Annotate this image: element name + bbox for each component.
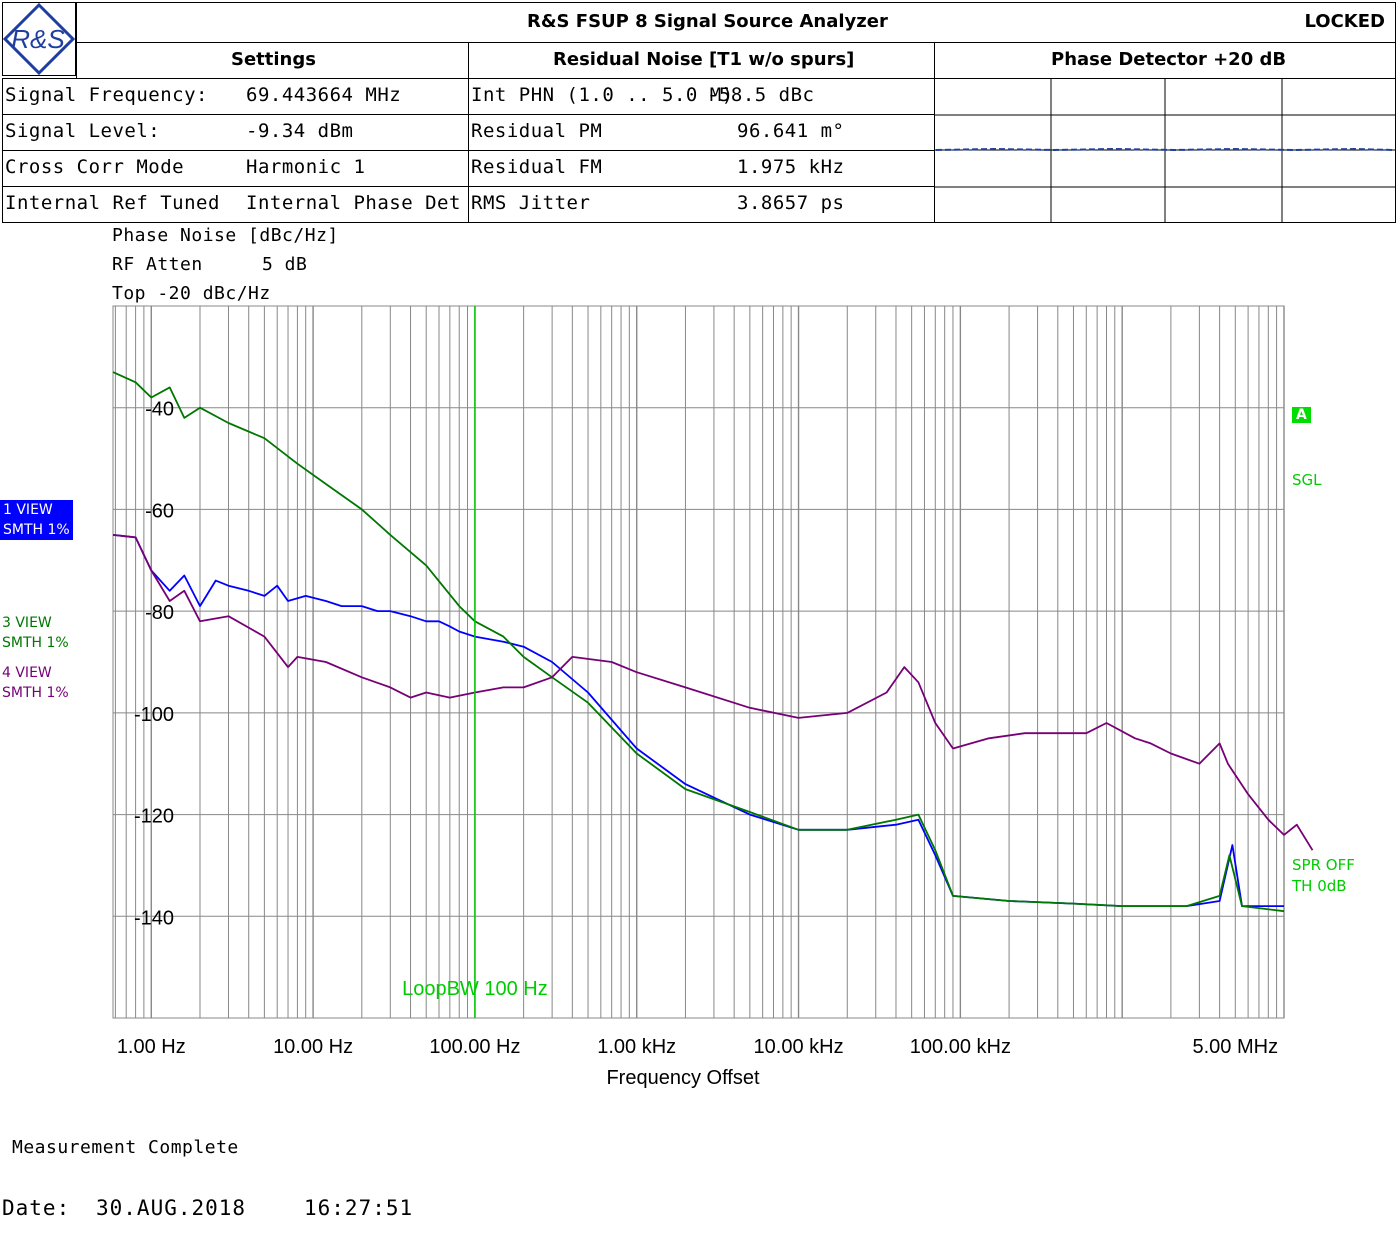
x-ticks: 1.00 Hz 10.00 Hz 100.00 Hz 1.00 kHz 10.00 kH… <box>117 1036 1278 1058</box>
series-line-4-view <box>112 534 1314 851</box>
residual-heading: Residual Noise [T1 w/o spurs] <box>553 49 855 70</box>
phase-detector-trace <box>935 147 1395 152</box>
y-tick-label: -40 <box>145 399 174 421</box>
residual-value: -58.5 dBc <box>707 84 815 106</box>
x-tick-label: 100.00 Hz <box>429 1036 520 1058</box>
trace-3-label[interactable]: 3 VIEW SMTH 1% <box>2 613 69 653</box>
rs-logo: R&S <box>2 2 76 76</box>
trace-3-name: 3 VIEW <box>2 615 52 631</box>
setting-label: Cross Corr Mode <box>5 156 185 178</box>
rf-atten-value: 5 dB <box>262 254 308 275</box>
x-tick-label: 1.00 kHz <box>597 1036 676 1058</box>
sgl-label: SGL <box>1292 471 1322 489</box>
grid <box>112 305 1285 1019</box>
series <box>112 371 1314 913</box>
settings-heading: Settings <box>231 49 316 70</box>
lock-status: LOCKED <box>1304 11 1385 32</box>
time-value: 16:27:51 <box>304 1196 414 1220</box>
y-tick-label: -60 <box>145 500 174 522</box>
setting-value: 69.443664 MHz <box>246 84 402 106</box>
y-ticks: -40 -60 -80 -100 -120 -140 <box>134 399 174 930</box>
plot-unit-label: Phase Noise [dBc/Hz] <box>112 225 339 246</box>
residual-label: Residual FM <box>471 156 603 178</box>
residual-value: 96.641 m° <box>737 120 845 142</box>
series-line-1-view <box>112 534 1284 907</box>
status-text: Measurement Complete <box>12 1137 239 1158</box>
setting-label: Signal Frequency: <box>5 84 208 106</box>
trace-1-name: 1 VIEW <box>3 502 53 518</box>
y-tick-label: -120 <box>134 806 174 828</box>
x-tick-label: 10.00 Hz <box>273 1036 353 1058</box>
setting-label: Internal Ref Tuned <box>5 192 220 214</box>
y-tick-label: -80 <box>145 602 174 624</box>
annotations: LoopBW 100 Hz <box>402 306 548 1018</box>
trace-4-smoothing: SMTH 1% <box>2 685 69 701</box>
setting-value: -9.34 dBm <box>246 120 354 142</box>
setting-label: Signal Level: <box>5 120 161 142</box>
loop-bw-label: LoopBW 100 Hz <box>402 978 548 1000</box>
date-value: 30.AUG.2018 <box>96 1196 247 1220</box>
marker-a-badge[interactable]: A <box>1292 407 1311 423</box>
plot-frame <box>112 305 1285 1019</box>
x-tick-label: 100.00 kHz <box>910 1036 1011 1058</box>
title-bar: R&S FSUP 8 Signal Source Analyzer LOCKED <box>76 2 1396 42</box>
setting-value: Internal Phase Det <box>246 192 461 214</box>
y-tick-label: -140 <box>134 907 174 929</box>
phase-detector-grid <box>934 78 1396 223</box>
residual-label: Residual PM <box>471 120 603 142</box>
trace-1-smoothing: SMTH 1% <box>3 522 70 538</box>
residual-label: Int PHN (1.0 .. 5.0 M) <box>471 84 734 106</box>
residual-row-3: RMS Jitter 3.8657 ps <box>468 186 935 223</box>
rf-atten-label: RF Atten <box>112 254 203 275</box>
detector-heading: Phase Detector +20 dB <box>1051 49 1287 70</box>
x-tick-label: 5.00 MHz <box>1192 1036 1278 1058</box>
residual-value: 3.8657 ps <box>737 192 845 214</box>
spr-label: SPR OFF <box>1292 856 1355 874</box>
x-tick-label: 1.00 Hz <box>117 1036 186 1058</box>
y-tick-label: -100 <box>134 704 174 726</box>
residual-value: 1.975 kHz <box>737 156 845 178</box>
logo-text: R&S <box>11 24 65 54</box>
top-ref-label: Top -20 dBc/Hz <box>112 283 271 304</box>
setting-value: Harmonic 1 <box>246 156 366 178</box>
trace-4-name: 4 VIEW <box>2 665 52 681</box>
residual-label: RMS Jitter <box>471 192 591 214</box>
trace-4-label[interactable]: 4 VIEW SMTH 1% <box>2 663 69 703</box>
date-label: Date: <box>2 1196 71 1220</box>
phase-noise-chart: -40 -60 -80 -100 -120 -140 1.00 Hz 10.00 Hz 100… <box>112 305 1314 1089</box>
trace-1-label[interactable]: 1 VIEW SMTH 1% <box>0 500 73 540</box>
trace-3-smoothing: SMTH 1% <box>2 635 69 651</box>
window-title: R&S FSUP 8 Signal Source Analyzer <box>527 11 888 32</box>
threshold-label: TH 0dB <box>1292 877 1347 895</box>
x-tick-label: 10.00 kHz <box>754 1036 844 1058</box>
x-axis-label: Frequency Offset <box>606 1067 759 1089</box>
series-line-3-view <box>112 371 1285 913</box>
